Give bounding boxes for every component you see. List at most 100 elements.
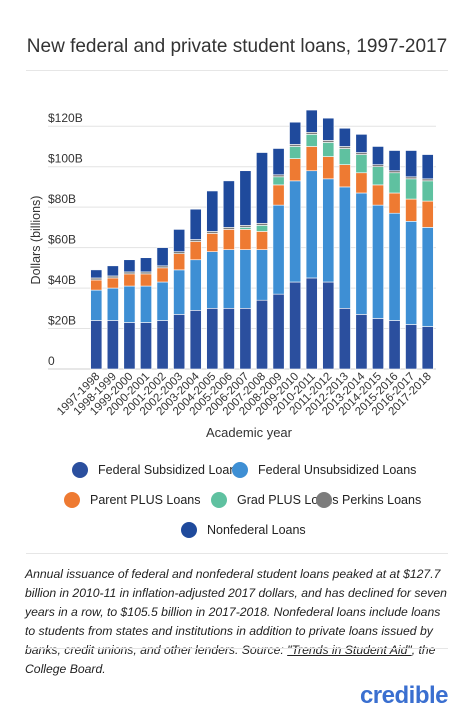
bar-segment-perkins: [405, 176, 418, 180]
bar-segment-grad-plus: [355, 154, 368, 174]
bar-segment-parent-plus: [388, 192, 401, 214]
bar-segment-nonfederal: [305, 109, 318, 133]
x-axis-label: Academic year: [206, 425, 293, 440]
bar-segment-parent-plus: [355, 172, 368, 194]
legend-label: Grad PLUS Loans: [237, 493, 339, 507]
bar-segment-perkins: [156, 265, 169, 269]
caption-tail: , the College Board.: [25, 643, 436, 676]
bar-segment-grad-plus: [338, 148, 351, 165]
bar-segment-federal-subsidized: [388, 320, 401, 370]
stacked-bar-chart: 0 $20B $40B $60B $80B $100B $120B 1997-1998199…: [29, 109, 436, 440]
bar-segment-federal-subsidized: [421, 326, 434, 370]
bar-segment-federal-unsubsidized: [405, 221, 418, 325]
bar-segment-federal-subsidized: [272, 293, 285, 370]
bar-segment-nonfederal: [388, 150, 401, 172]
bar-segment-parent-plus: [206, 233, 219, 252]
bar-segment-federal-unsubsidized: [338, 186, 351, 309]
legend-swatch: [64, 492, 80, 508]
bar-segment-grad-plus: [239, 227, 252, 230]
bar-segment-parent-plus: [156, 267, 169, 283]
bar-segment-perkins: [90, 277, 103, 281]
bar-segment-parent-plus: [272, 184, 285, 206]
page-title: New federal and private student loans, 1…: [26, 36, 448, 57]
bar-segment-parent-plus: [338, 164, 351, 188]
bar-segment-parent-plus: [189, 241, 202, 261]
bar-segment-perkins: [338, 146, 351, 149]
bar-segment-federal-unsubsidized: [239, 249, 252, 309]
legend-item-federal-subsidized: Federal Subsidized Loans: [72, 462, 243, 478]
bar-segment-parent-plus: [305, 146, 318, 172]
bar-segment-nonfederal: [222, 180, 235, 228]
bar-segment-parent-plus: [322, 156, 335, 180]
bar-segment-parent-plus: [421, 200, 434, 228]
bar-segment-parent-plus: [106, 277, 119, 289]
y-tick-label: $60B: [48, 233, 76, 247]
y-tick-labels: 0 $20B $40B $60B $80B $100B $120B: [48, 111, 83, 368]
bar-segment-parent-plus: [123, 273, 136, 287]
y-tick-label: $100B: [48, 152, 83, 166]
bar-segment-federal-unsubsidized: [173, 269, 186, 315]
bar-segment-federal-subsidized: [256, 299, 268, 370]
bar-segment-parent-plus: [256, 231, 268, 250]
bar-segment-federal-subsidized: [405, 324, 418, 370]
bar-segment-federal-subsidized: [206, 308, 219, 370]
bar-segment-federal-subsidized: [322, 281, 335, 370]
bar-segment-federal-subsidized: [123, 322, 136, 370]
bar-segment-perkins: [388, 170, 401, 174]
bar-segment-federal-unsubsidized: [355, 192, 368, 315]
bar-segment-federal-subsidized: [173, 314, 186, 370]
legend-item-grad-plus: Grad PLUS Loans: [211, 492, 338, 508]
legend-item-parent-plus: Parent PLUS Loans: [64, 492, 201, 508]
bar-segment-federal-subsidized: [305, 277, 318, 370]
y-tick-label: 0: [48, 354, 55, 368]
legend-label: Parent PLUS Loans: [90, 493, 201, 507]
legend-label: Federal Subsidized Loans: [98, 463, 243, 477]
bar-segment-nonfederal: [289, 121, 302, 145]
bar-segment-federal-unsubsidized: [90, 289, 103, 321]
brand-logo: credible: [359, 682, 449, 709]
caption-divider-top: [26, 553, 448, 554]
bar-segment-federal-subsidized: [140, 322, 152, 370]
bar-segment-federal-subsidized: [156, 320, 169, 370]
bar-segment-federal-unsubsidized: [372, 204, 384, 319]
legend-label: Nonfederal Loans: [207, 523, 306, 537]
bar-segment-nonfederal: [421, 154, 434, 180]
bar-segment-parent-plus: [173, 253, 186, 271]
bar-segment-federal-unsubsidized: [106, 287, 119, 321]
bar-segment-federal-unsubsidized: [140, 285, 152, 323]
bar-segment-perkins: [123, 271, 136, 275]
bar-segment-federal-unsubsidized: [388, 212, 401, 321]
legend-swatch: [181, 522, 197, 538]
legend-swatch: [232, 462, 248, 478]
bar-segment-nonfederal: [405, 150, 418, 178]
source-link[interactable]: "Trends in Student Aid": [287, 643, 412, 657]
bar-segment-perkins: [305, 132, 318, 135]
bar-segment-federal-subsidized: [338, 308, 351, 370]
bars: [90, 109, 434, 370]
bar-segment-nonfederal: [90, 269, 103, 279]
bar-segment-federal-subsidized: [222, 308, 235, 370]
bar-segment-federal-unsubsidized: [123, 285, 136, 323]
bar-segment-parent-plus: [372, 184, 384, 206]
legend-item-nonfederal: Nonfederal Loans: [181, 522, 306, 538]
bar-segment-nonfederal: [256, 152, 268, 224]
legend-swatch: [72, 462, 88, 478]
bar-segment-perkins: [173, 251, 186, 254]
bar-segment-federal-subsidized: [372, 318, 384, 370]
legend-swatch: [211, 492, 227, 508]
bar-segment-federal-subsidized: [289, 281, 302, 370]
bar-segment-federal-subsidized: [239, 308, 252, 370]
bar-segment-federal-unsubsidized: [256, 249, 268, 301]
chart-caption: Annual issuance of federal and nonfedera…: [25, 565, 452, 679]
legend-swatch: [316, 492, 332, 508]
bar-segment-perkins: [289, 144, 302, 147]
x-tick-labels: 1997-19981998-19991999-20002000-20012001…: [55, 370, 434, 418]
bar-segment-parent-plus: [289, 158, 302, 182]
bar-segment-perkins: [106, 275, 119, 279]
bar-segment-federal-unsubsidized: [421, 227, 434, 327]
legend-label: Federal Unsubsidized Loans: [258, 463, 417, 477]
bar-segment-grad-plus: [388, 172, 401, 194]
bar-segment-grad-plus: [272, 176, 285, 186]
bar-segment-nonfederal: [140, 257, 152, 273]
bar-segment-perkins: [256, 223, 268, 226]
